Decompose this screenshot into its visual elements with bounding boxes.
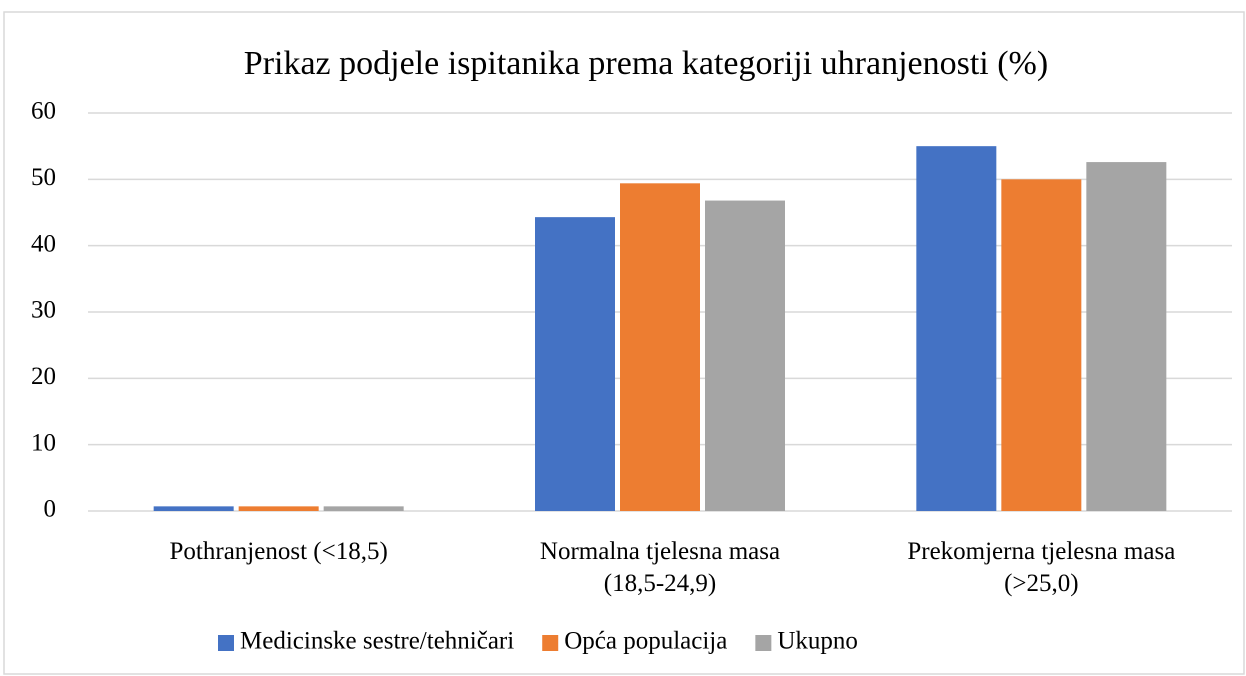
chart-title: Prikaz podjele ispitanika prema kategori…: [244, 45, 1048, 82]
legend-label: Medicinske sestre/tehničari: [240, 628, 514, 655]
bar: [620, 183, 700, 511]
bar: [1086, 162, 1167, 511]
legend-swatch: [542, 635, 559, 651]
y-tick-label: 10: [31, 429, 56, 456]
y-tick-label: 20: [31, 363, 56, 390]
y-tick-label: 30: [31, 297, 56, 324]
x-tick-label: Prekomjerna tjelesna masa (>25,0): [907, 538, 1176, 597]
y-tick-label: 40: [31, 230, 56, 257]
y-tick-label: 60: [31, 98, 56, 125]
bar: [916, 146, 997, 511]
legend-label: Opća populacija: [564, 628, 727, 655]
bar: [1001, 179, 1082, 512]
legend-label: Ukupno: [777, 628, 858, 655]
y-tick-label: 0: [44, 496, 57, 523]
x-tick-label: Pothranjenost (<18,5): [169, 538, 388, 565]
bar: [238, 506, 319, 511]
bar: [535, 217, 615, 512]
bar: [153, 506, 234, 511]
legend-swatch: [755, 635, 772, 651]
bar: [705, 200, 785, 511]
x-tick-label: Normalna tjelesna masa (18,5-24,9): [539, 538, 781, 597]
y-tick-label: 50: [31, 164, 56, 191]
legend-swatch: [218, 635, 234, 651]
bar: [323, 506, 404, 511]
